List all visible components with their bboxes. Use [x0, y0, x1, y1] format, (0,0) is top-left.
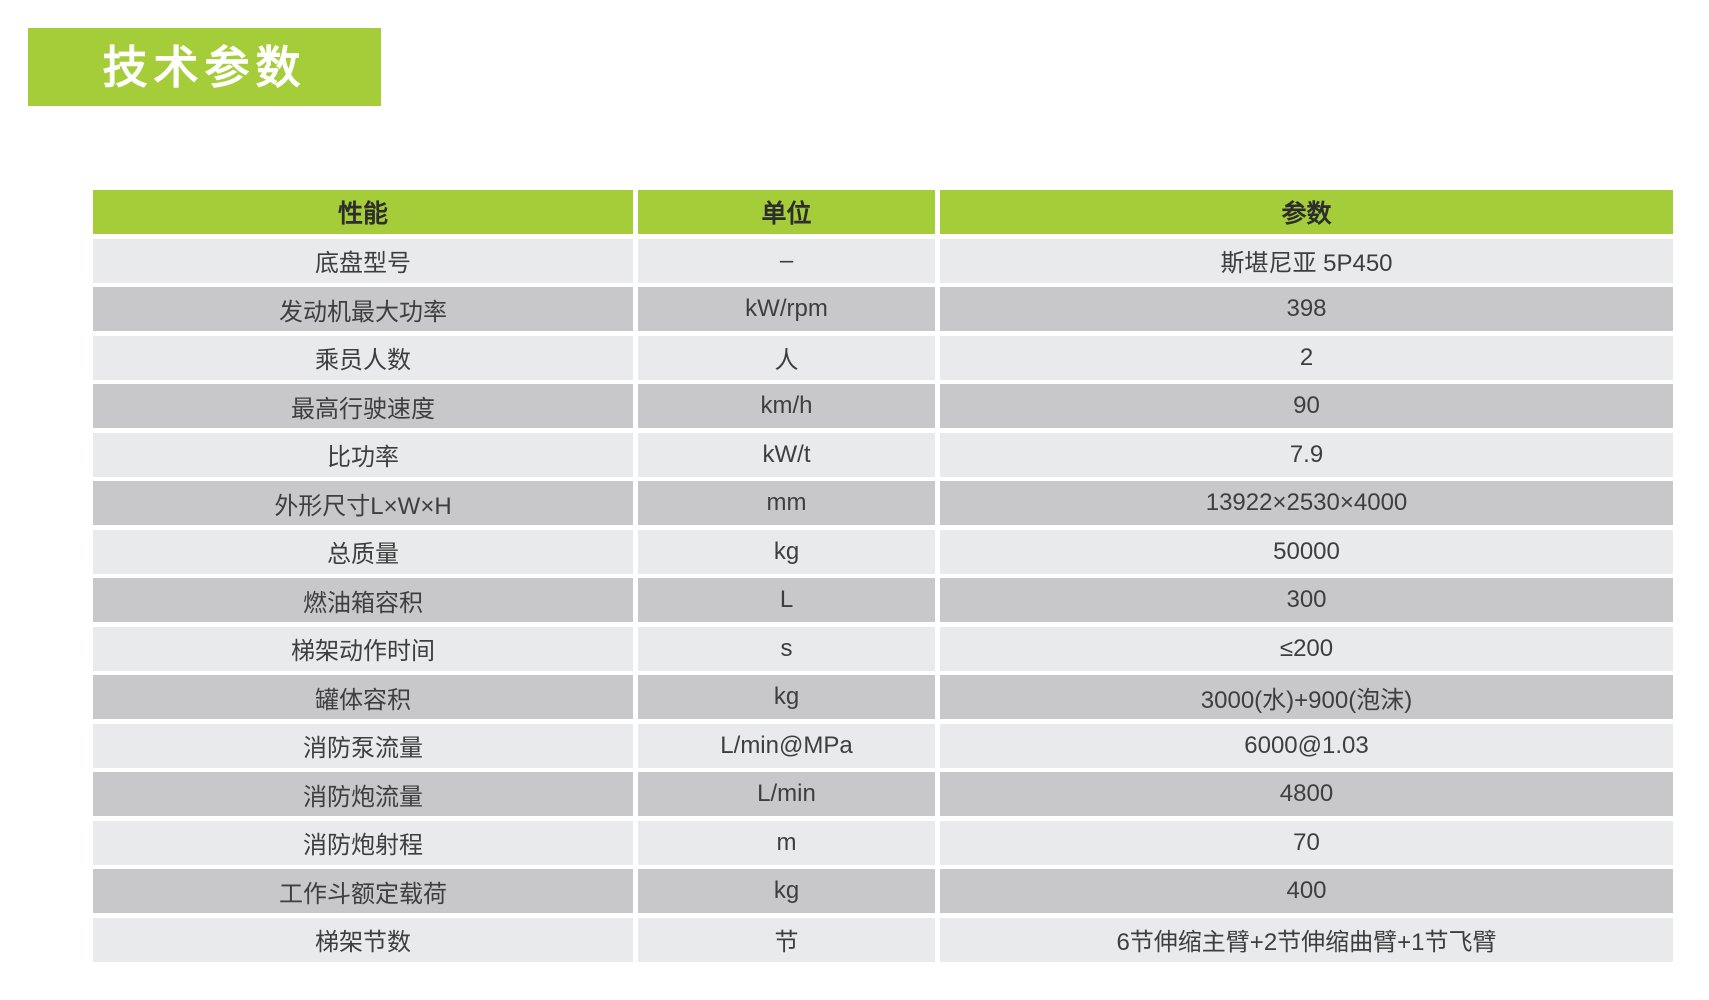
spec-value: 50000	[940, 529, 1673, 574]
spec-unit: L/min@MPa	[638, 723, 935, 768]
spec-unit: –	[638, 238, 935, 283]
spec-label: 梯架动作时间	[93, 626, 633, 671]
spec-unit: kg	[638, 675, 935, 719]
spec-unit: kg	[638, 529, 935, 574]
spec-unit: mm	[638, 481, 935, 525]
spec-value: 6000@1.03	[940, 723, 1673, 768]
spec-unit: 人	[638, 335, 935, 380]
spec-unit: kW/t	[638, 432, 935, 477]
spec-value: 4800	[940, 772, 1673, 816]
column-header-parameter: 参数	[940, 190, 1673, 234]
spec-value: 7.9	[940, 432, 1673, 477]
spec-value: ≤200	[940, 626, 1673, 671]
column-header-performance: 性能	[93, 190, 633, 234]
spec-label: 燃油箱容积	[93, 578, 633, 622]
spec-unit: L	[638, 578, 935, 622]
spec-unit: s	[638, 626, 935, 671]
spec-label: 消防炮射程	[93, 820, 633, 865]
spec-value: 398	[940, 287, 1673, 331]
spec-value: 70	[940, 820, 1673, 865]
spec-value: 斯堪尼亚 5P450	[940, 238, 1673, 283]
column-header-unit: 单位	[638, 190, 935, 234]
spec-label: 外形尺寸L×W×H	[93, 481, 633, 525]
spec-label: 比功率	[93, 432, 633, 477]
section-title: 技术参数	[102, 41, 307, 93]
spec-unit: m	[638, 820, 935, 865]
spec-label: 最高行驶速度	[93, 384, 633, 428]
spec-label: 乘员人数	[93, 335, 633, 380]
spec-table: 性能 单位 参数 底盘型号 – 斯堪尼亚 5P450 发动机最大功率 kW/rp…	[93, 190, 1673, 962]
spec-label: 总质量	[93, 529, 633, 574]
spec-label: 发动机最大功率	[93, 287, 633, 331]
spec-value: 6节伸缩主臂+2节伸缩曲臂+1节飞臂	[940, 917, 1673, 962]
section-title-badge: 技术参数	[28, 28, 381, 106]
spec-value: 2	[940, 335, 1673, 380]
spec-value: 400	[940, 869, 1673, 913]
spec-value: 300	[940, 578, 1673, 622]
spec-unit: 节	[638, 917, 935, 962]
spec-label: 工作斗额定载荷	[93, 869, 633, 913]
spec-label: 消防炮流量	[93, 772, 633, 816]
spec-unit: kg	[638, 869, 935, 913]
spec-unit: L/min	[638, 772, 935, 816]
spec-label: 梯架节数	[93, 917, 633, 962]
spec-unit: kW/rpm	[638, 287, 935, 331]
spec-value: 13922×2530×4000	[940, 481, 1673, 525]
spec-unit: km/h	[638, 384, 935, 428]
spec-label: 底盘型号	[93, 238, 633, 283]
spec-label: 消防泵流量	[93, 723, 633, 768]
spec-label: 罐体容积	[93, 675, 633, 719]
spec-value: 90	[940, 384, 1673, 428]
spec-value: 3000(水)+900(泡沫)	[940, 675, 1673, 719]
